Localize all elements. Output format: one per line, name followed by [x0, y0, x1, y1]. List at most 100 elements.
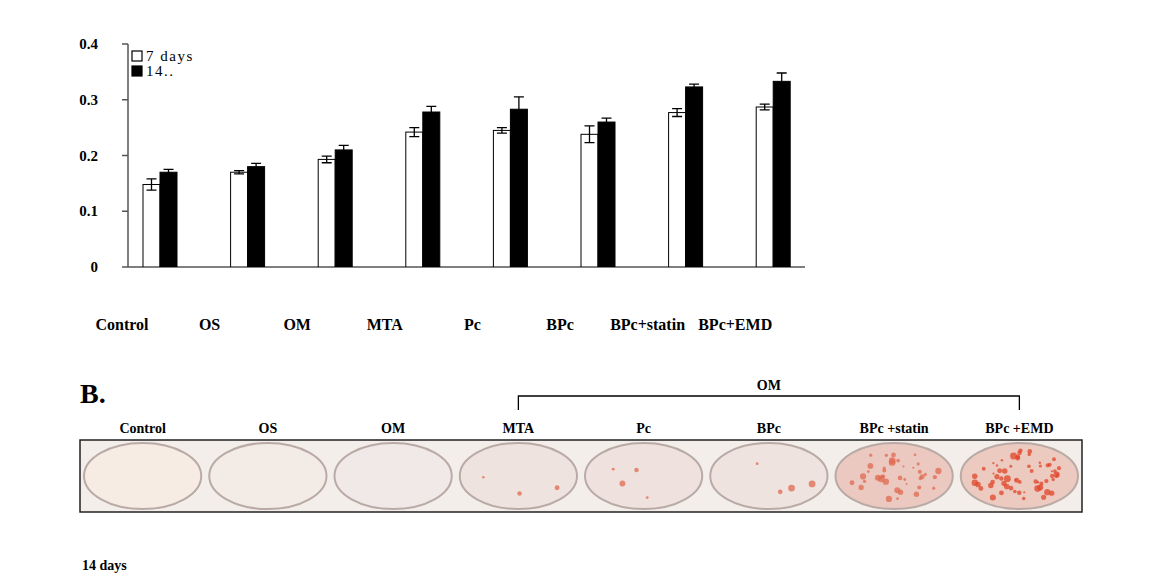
- stain-spot: [867, 470, 870, 473]
- stain-spot: [1039, 462, 1041, 464]
- well-label: OM: [381, 421, 405, 436]
- stain-spot: [1052, 457, 1056, 461]
- error-bar: [497, 128, 507, 134]
- stain-spot: [896, 497, 899, 500]
- stain-spot: [883, 478, 889, 484]
- figure: 00.10.20.30.4ControlOSOMMTAPcBPcBPc+stat…: [0, 0, 1152, 576]
- stain-spot: [756, 462, 759, 465]
- well-label: BPc +statin: [860, 421, 929, 436]
- stain-spot: [1004, 484, 1010, 490]
- error-bar: [689, 84, 699, 90]
- stain-spot: [1027, 464, 1031, 468]
- error-bar: [147, 179, 157, 190]
- bar: [318, 159, 335, 267]
- x-tick-label: MTA: [367, 316, 404, 333]
- bars: [143, 73, 790, 267]
- stain-spot: [1034, 485, 1041, 492]
- stain-spot: [1001, 459, 1003, 461]
- stain-spot: [896, 459, 900, 463]
- error-bar: [409, 128, 419, 137]
- well: [710, 443, 827, 509]
- well: [335, 443, 452, 509]
- stain-spot: [1013, 490, 1017, 494]
- y-tick: [122, 99, 128, 101]
- x-tick-label: BPc+EMD: [698, 316, 772, 333]
- error-bar: [426, 106, 436, 117]
- stain-spot: [1023, 491, 1025, 493]
- stain-spot: [1051, 470, 1053, 472]
- panel-title: B.: [80, 378, 106, 409]
- bar: [669, 113, 686, 267]
- bar: [160, 172, 177, 267]
- legend-label: 7 days: [146, 48, 194, 64]
- stain-spot: [906, 483, 908, 485]
- group-label: OM: [757, 378, 781, 393]
- well-label: BPc +EMD: [985, 421, 1053, 436]
- error-bar: [760, 104, 770, 110]
- stain-spot: [903, 478, 906, 481]
- stain-spot: [1009, 486, 1014, 491]
- stain-spot: [860, 473, 866, 479]
- x-tick-label: Control: [95, 316, 149, 333]
- stain-spot: [482, 476, 485, 479]
- bar: [335, 150, 352, 267]
- stain-spot: [1018, 480, 1022, 484]
- error-bar: [672, 109, 682, 117]
- stain-spot: [1028, 453, 1031, 456]
- error-bar: [164, 169, 174, 175]
- y-tick: [122, 43, 128, 45]
- stain-spot: [935, 468, 941, 474]
- stain-spot: [788, 485, 795, 492]
- stain-spot: [880, 475, 884, 479]
- stain-spot: [1053, 469, 1057, 473]
- error-bar: [234, 171, 244, 174]
- bar: [493, 130, 510, 267]
- caption: 14 days: [82, 558, 127, 573]
- stain-spot: [992, 472, 994, 474]
- stain-spot: [1057, 466, 1061, 470]
- error-bar: [585, 126, 595, 143]
- stain-spot: [999, 476, 1003, 480]
- stain-spot: [917, 486, 921, 490]
- stain-spot: [1014, 479, 1016, 481]
- error-bar: [602, 118, 612, 126]
- stain-spot: [1018, 448, 1022, 452]
- stain-spot: [886, 496, 892, 502]
- stain-spot: [996, 464, 998, 466]
- error-bar: [777, 73, 787, 90]
- stain-spot: [875, 475, 881, 481]
- stain-spot: [869, 454, 872, 457]
- stain-spot: [517, 491, 522, 496]
- y-tick-label: 0.1: [79, 203, 98, 219]
- y-tick: [122, 211, 128, 213]
- error-bar: [339, 145, 349, 154]
- well-label: OS: [259, 421, 278, 436]
- stain-spot: [889, 457, 896, 464]
- well: [961, 443, 1078, 509]
- bar: [581, 134, 598, 267]
- y-tick-label: 0: [91, 259, 99, 275]
- x-tick-label: BPc: [546, 316, 574, 333]
- stain-spot: [982, 467, 986, 471]
- well-label: Pc: [636, 421, 651, 436]
- stain-spot: [885, 454, 888, 457]
- bar: [406, 132, 423, 267]
- x-axis: [128, 266, 805, 268]
- stain-spot: [978, 486, 983, 491]
- stain-spot: [619, 481, 625, 487]
- legend-label: 14..: [146, 63, 175, 79]
- stain-spot: [809, 480, 816, 487]
- y-tick-label: 0.3: [79, 92, 98, 108]
- x-tick-label: BPc+statin: [610, 316, 685, 333]
- stain-spot: [990, 494, 996, 500]
- y-tick-label: 0.4: [79, 36, 98, 52]
- stain-spot: [1050, 474, 1054, 478]
- x-tick-label: OS: [199, 316, 220, 333]
- stain-spot: [1036, 481, 1039, 484]
- stain-spot: [1016, 455, 1021, 460]
- stain-spot: [932, 487, 935, 490]
- x-tick-label: OM: [283, 316, 311, 333]
- bar: [143, 184, 160, 267]
- plate-strip: [80, 440, 1082, 512]
- stain-spot: [1048, 463, 1052, 467]
